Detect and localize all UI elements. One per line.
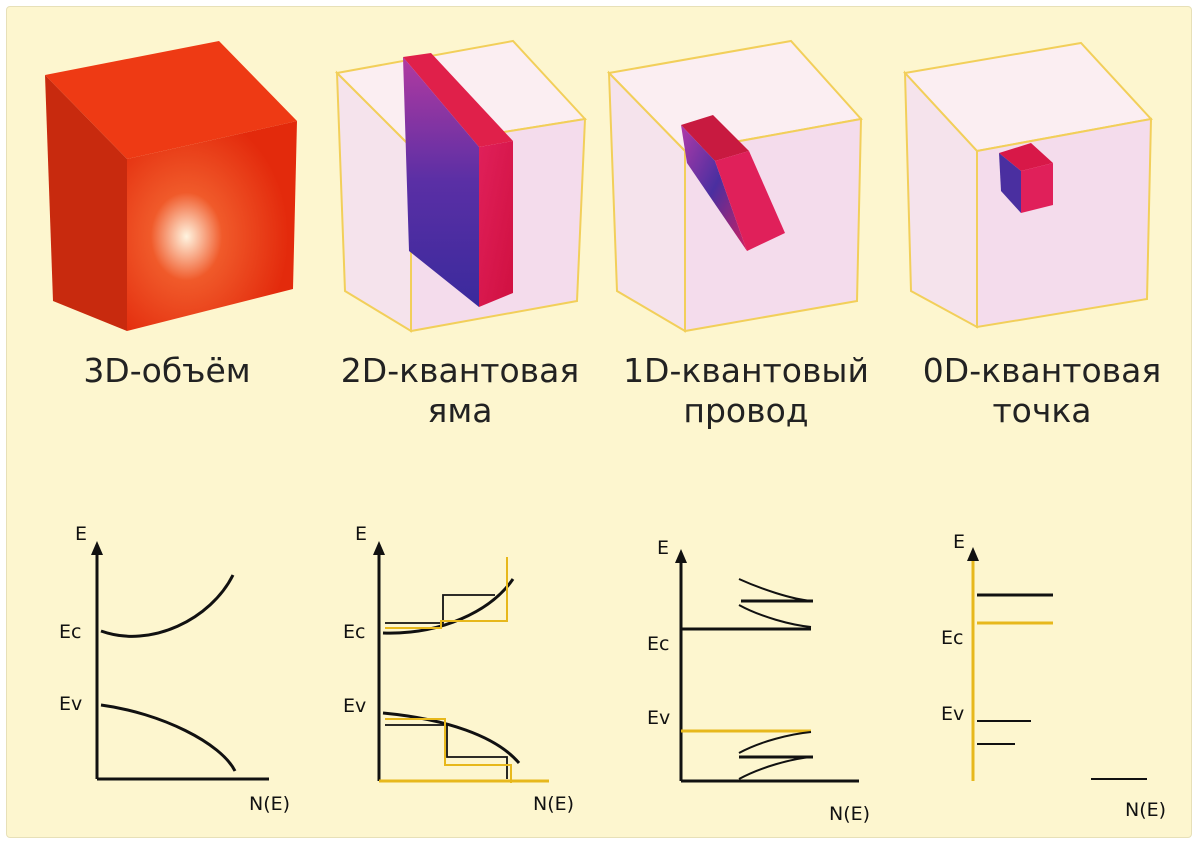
- figure-art: [45, 39, 1153, 783]
- caption-dot: 0D-квантовая точка: [907, 351, 1177, 431]
- bulk-cube-left: [45, 75, 127, 331]
- bulk-cube-top: [45, 41, 297, 159]
- caption-well: 2D-квантовая яма: [325, 351, 595, 431]
- dot-e-arrow: [967, 547, 979, 561]
- well-cond-step-yellow: [385, 557, 508, 629]
- quantum-dot-cube: [903, 41, 1153, 329]
- wire-cond-branch-2: [738, 604, 812, 628]
- well-label-ne: N(E): [533, 793, 575, 815]
- caption-bulk-line1: 3D-объём: [83, 351, 251, 390]
- well-slab-side: [479, 141, 513, 307]
- bulk-label-ne: N(E): [249, 793, 291, 815]
- well-slab-top: [403, 53, 513, 147]
- dos-wire: [675, 549, 859, 783]
- bulk-label-e: E: [75, 523, 88, 545]
- bulk-label-ev: Ev: [59, 693, 83, 715]
- dot-side: [1021, 163, 1053, 213]
- caption-wire: 1D-квантовый провод: [611, 351, 881, 431]
- wire-label-ec: Ec: [647, 633, 670, 655]
- dot-label-ev: Ev: [941, 703, 965, 725]
- caption-well-line1: 2D-квантовая: [340, 351, 580, 390]
- caption-dot-line2: точка: [992, 391, 1092, 430]
- caption-wire-line2: провод: [683, 391, 809, 430]
- wire-label-e: E: [657, 537, 670, 559]
- wire-val-branch-1: [738, 731, 812, 754]
- quantum-wire-cube: [606, 39, 863, 333]
- caption-bulk: 3D-объём: [37, 351, 297, 391]
- dos-dot: [967, 547, 1147, 781]
- bulk-cube: [45, 41, 297, 331]
- well-valence-curve: [382, 711, 521, 764]
- wire-e-arrow: [675, 549, 687, 563]
- wire-top: [681, 115, 749, 161]
- bulk-e-arrow: [91, 541, 103, 555]
- dot-label-e: E: [953, 531, 966, 553]
- well-val-step-yellow: [385, 718, 512, 783]
- bulk-valence-curve: [100, 703, 237, 772]
- bulk-label-ec: Ec: [59, 621, 82, 643]
- caption-wire-line1: 1D-квантовый: [623, 351, 869, 390]
- well-conduction-curve: [382, 578, 515, 635]
- well-slab-face: [403, 57, 479, 307]
- wire-val-branch-2: [738, 756, 812, 780]
- well-label-e: E: [355, 523, 368, 545]
- dos-bulk: [91, 541, 269, 781]
- figure-frame: 3D-объём 2D-квантовая яма 1D-квантовый п…: [6, 6, 1192, 838]
- well-cond-step-dark: [385, 594, 495, 624]
- dot-label-ne: N(E): [1125, 799, 1167, 821]
- wire-cond-branch-1: [738, 578, 812, 602]
- bulk-cube-front: [127, 121, 297, 331]
- well-label-ec: Ec: [343, 621, 366, 643]
- well-label-ev: Ev: [343, 695, 367, 717]
- bulk-conduction-curve: [100, 574, 235, 638]
- dot-face: [999, 153, 1021, 213]
- quantum-well-cube: [334, 39, 587, 333]
- caption-dot-line1: 0D-квантовая: [922, 351, 1162, 390]
- well-e-arrow: [373, 541, 385, 555]
- wire-side: [715, 151, 785, 251]
- dot-top: [999, 143, 1053, 171]
- wire-label-ev: Ev: [647, 707, 671, 729]
- wire-label-ne: N(E): [829, 803, 871, 825]
- dos-well: [373, 541, 549, 783]
- caption-well-line2: яма: [427, 391, 493, 430]
- wire-face: [681, 125, 747, 251]
- dot-glass-front: [976, 117, 1153, 329]
- dot-label-ec: Ec: [941, 627, 964, 649]
